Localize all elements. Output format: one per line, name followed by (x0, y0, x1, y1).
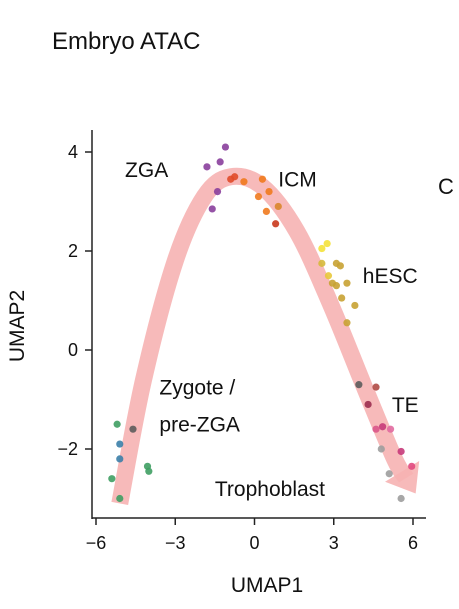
data-point (355, 381, 363, 389)
x-tick-label: 0 (249, 533, 259, 553)
data-point (343, 279, 351, 287)
data-point (336, 262, 344, 270)
y-tick-label: 2 (68, 241, 78, 261)
annotation-label: hESC (363, 265, 418, 288)
data-point (385, 470, 393, 478)
data-point (372, 383, 380, 391)
annotation-label: TE (392, 394, 419, 417)
x-tick-label: −6 (86, 533, 107, 553)
annotation-label: ICM (278, 169, 317, 192)
x-tick-label: 3 (329, 533, 339, 553)
y-tick-label: 4 (68, 142, 78, 162)
data-point (129, 425, 137, 433)
chart-title: Embryo ATAC (52, 28, 201, 55)
data-point (265, 188, 273, 196)
data-point (324, 272, 333, 280)
data-point (216, 158, 224, 166)
data-point (332, 282, 340, 290)
y-axis-label: UMAP2 (6, 290, 29, 362)
data-point (231, 173, 239, 181)
data-point (318, 259, 326, 267)
data-point (108, 475, 116, 483)
data-point (274, 202, 282, 211)
annotation-label: Zygote / (159, 377, 235, 400)
data-point (262, 207, 270, 215)
x-tick-label: −3 (165, 533, 186, 553)
data-point (318, 244, 326, 253)
data-point (113, 420, 121, 428)
annotation-label: pre-ZGA (159, 414, 240, 437)
data-point (379, 423, 387, 431)
y-tick-label: −2 (57, 439, 78, 459)
data-point (397, 447, 405, 456)
x-axis-label: UMAP1 (231, 574, 303, 597)
data-point (397, 494, 405, 503)
data-point (145, 467, 153, 475)
panel-edge-letter: C (438, 174, 454, 199)
data-point (116, 440, 124, 448)
data-point (377, 445, 385, 453)
data-point (386, 425, 395, 433)
data-point (338, 294, 346, 302)
data-point (221, 143, 230, 151)
data-point (240, 178, 248, 186)
data-point (254, 192, 263, 201)
data-point (372, 425, 380, 433)
annotation-label: Trophoblast (215, 478, 325, 501)
data-point (272, 220, 280, 228)
data-point (116, 494, 124, 503)
x-tick-label: 6 (408, 533, 418, 553)
data-point (323, 239, 331, 248)
data-point (258, 175, 267, 183)
data-point (208, 205, 216, 213)
data-point (408, 462, 416, 470)
trajectory-arrow (111, 167, 414, 506)
data-point (203, 163, 211, 171)
data-point (213, 188, 222, 196)
data-point (116, 455, 124, 463)
annotation-label: ZGA (125, 159, 168, 182)
y-tick-label: 0 (68, 340, 78, 360)
data-point (364, 400, 372, 409)
data-point (343, 319, 351, 327)
data-point (351, 301, 359, 310)
